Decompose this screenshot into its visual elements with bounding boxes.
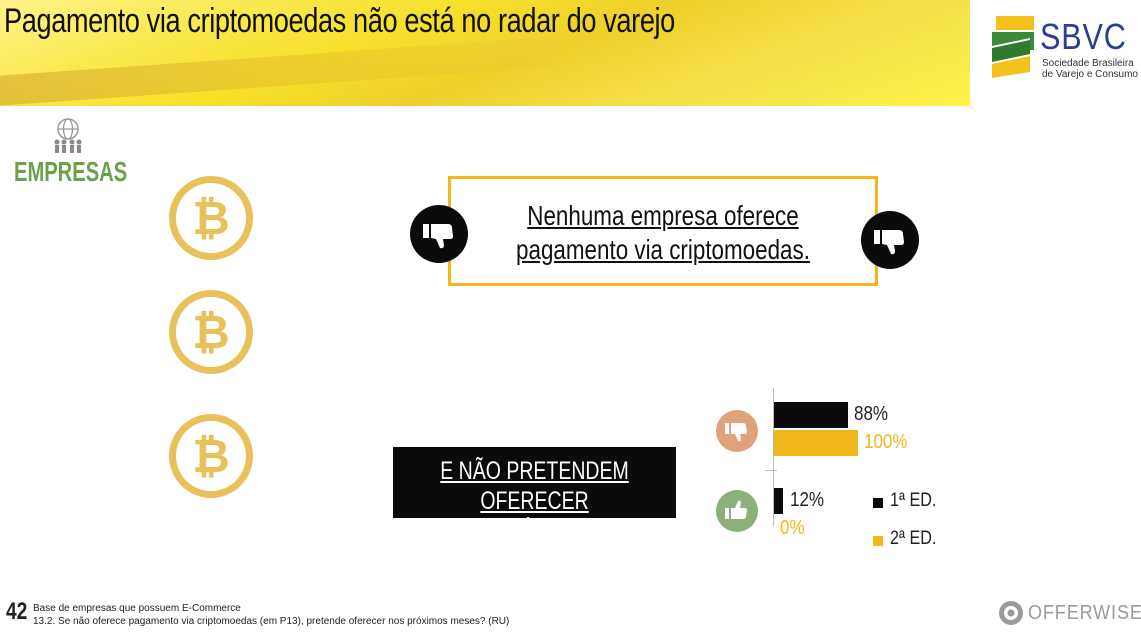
logo-subtitle: Sociedade Brasileira de Varejo e Consumo: [1042, 58, 1141, 80]
callout-line1: E NÃO PRETENDEM OFERECER: [440, 457, 629, 515]
legend-swatch-second-edition: [873, 536, 883, 546]
page-title: Pagamento via criptomoedas não está no r…: [4, 2, 675, 40]
bar-value-label: 100%: [864, 431, 908, 453]
message-box: Nenhuma empresa oferece pagamento via cr…: [448, 176, 878, 286]
svg-text:₿: ₿: [192, 305, 230, 359]
legend-label-second-edition: 2ª ED.: [890, 528, 937, 549]
thumbs-down-icon: [410, 205, 468, 263]
bitcoin-icon: ₿: [169, 290, 253, 374]
callout-box: E NÃO PRETENDEM OFERECER NOS PRÓXIMOS 12…: [393, 447, 676, 575]
thumbs-down-icon: [861, 211, 919, 269]
bar-value-label: 12%: [790, 489, 825, 511]
bitcoin-icon: ₿: [169, 176, 253, 260]
header-decoration: [0, 36, 560, 106]
legend-swatch-first-edition: [873, 498, 883, 508]
offerwise-brand: OFFERWISE: [1028, 602, 1141, 624]
bar-thumbs-down-second-edition: [774, 430, 858, 456]
bitcoin-icon: ₿: [169, 414, 253, 498]
svg-text:₿: ₿: [192, 191, 230, 245]
logo-title: SBVC: [1040, 16, 1127, 57]
message-line1: Nenhuma empresa oferece: [527, 200, 799, 231]
callout-text: E NÃO PRETENDEM OFERECER NOS PRÓXIMOS 12…: [424, 456, 645, 576]
chart-separator: [765, 470, 777, 471]
bar-thumbs-up-first-edition: [774, 488, 783, 514]
thumbs-down-badge-icon: [716, 410, 758, 452]
footer-question-note: 13.2. Se não oferece pagamento via cript…: [33, 616, 510, 627]
logo-subtitle-line2: de Varejo e Consumo: [1042, 69, 1138, 80]
footer-base-note: Base de empresas que possuem E-Commerce: [33, 603, 241, 614]
header-banner: Pagamento via criptomoedas não está no r…: [0, 0, 970, 106]
svg-text:₿: ₿: [192, 429, 230, 483]
message-text: Nenhuma empresa oferece pagamento via cr…: [493, 199, 832, 267]
segment-label: EMPRESAS: [14, 156, 128, 187]
people-network-icon: [54, 118, 82, 153]
chart-axis: [773, 388, 774, 526]
sbvc-logo: SBVC Sociedade Brasileira de Varejo e Co…: [990, 14, 1138, 84]
logo-subtitle-line1: Sociedade Brasileira: [1042, 58, 1134, 69]
message-line2: pagamento via criptomoedas.: [516, 234, 810, 265]
offerwise-logo-icon: [999, 601, 1023, 625]
sbvc-logo-mark-icon: [992, 16, 1034, 78]
legend-label-first-edition: 1ª ED.: [890, 490, 937, 511]
callout-line2: NOS PRÓXIMOS 12 MESES: [444, 517, 625, 575]
bar-value-label: 0%: [780, 517, 805, 539]
page-number: 42: [6, 598, 28, 625]
bar-thumbs-down-first-edition: [774, 402, 848, 428]
thumbs-up-badge-icon: [716, 490, 758, 532]
bar-value-label: 88%: [853, 403, 888, 425]
